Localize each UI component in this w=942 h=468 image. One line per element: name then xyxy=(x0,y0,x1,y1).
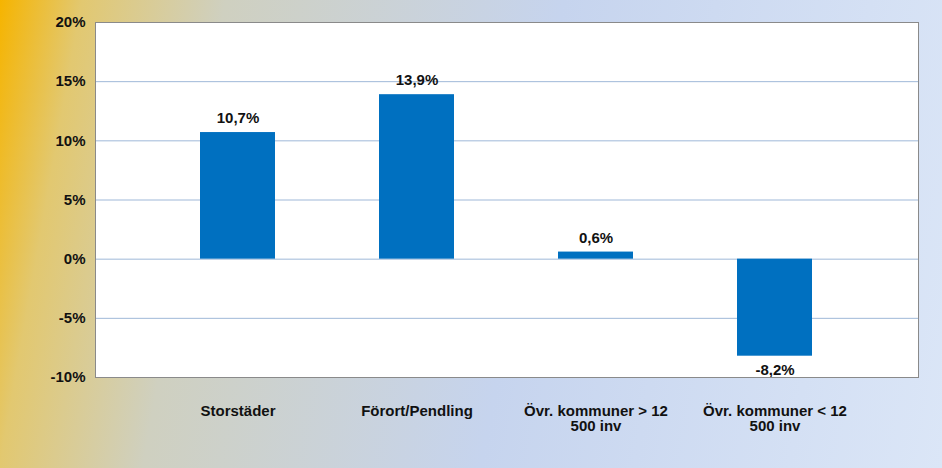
svg-text:10%: 10% xyxy=(55,132,85,149)
svg-text:Övr. kommuner > 12500 inv: Övr. kommuner > 12500 inv xyxy=(524,402,668,434)
svg-text:Förort/Pendling: Förort/Pendling xyxy=(361,402,473,419)
svg-text:13,9%: 13,9% xyxy=(396,71,439,88)
svg-text:0%: 0% xyxy=(64,250,86,267)
svg-text:10,7%: 10,7% xyxy=(217,109,260,126)
svg-text:-5%: -5% xyxy=(59,309,86,326)
svg-text:0,6%: 0,6% xyxy=(579,229,613,246)
svg-text:20%: 20% xyxy=(55,13,85,30)
svg-text:15%: 15% xyxy=(55,72,85,89)
svg-text:Storstäder: Storstäder xyxy=(200,402,275,419)
svg-text:Övr. kommuner < 12500 inv: Övr. kommuner < 12500 inv xyxy=(703,402,847,434)
svg-text:-8,2%: -8,2% xyxy=(755,361,794,378)
svg-text:-10%: -10% xyxy=(50,368,85,385)
svg-text:5%: 5% xyxy=(64,191,86,208)
